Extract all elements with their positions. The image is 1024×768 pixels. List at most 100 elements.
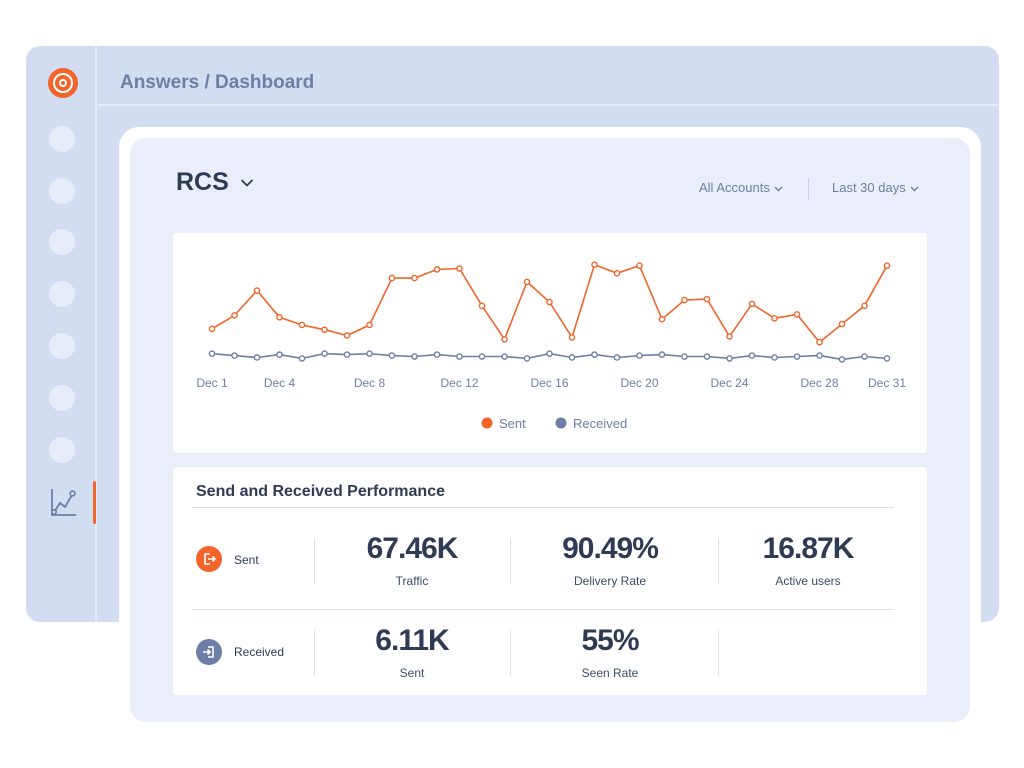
performance-panel	[173, 467, 927, 695]
data-point-sent[interactable]	[231, 312, 238, 319]
data-point-received[interactable]	[366, 350, 373, 357]
metric-traffic-value: 67.46K	[366, 532, 459, 565]
x-tick-label: Dec 12	[440, 376, 478, 390]
x-tick-label: Dec 24	[710, 376, 748, 390]
filter-divider	[808, 178, 809, 200]
data-point-sent[interactable]	[523, 278, 531, 286]
divider	[510, 538, 511, 584]
divider	[510, 630, 511, 676]
data-point-received[interactable]	[253, 354, 261, 361]
data-point-sent[interactable]	[433, 266, 441, 273]
legend-sent-label[interactable]: Sent	[499, 416, 526, 431]
data-point-sent[interactable]	[838, 320, 846, 328]
row-label-sent: Sent	[234, 553, 259, 567]
data-point-sent[interactable]	[253, 287, 261, 294]
metric-seen-rate-label: Seen Rate	[581, 666, 639, 680]
legend-received-label[interactable]: Received	[573, 416, 627, 431]
data-point-received[interactable]	[546, 350, 553, 357]
data-point-received[interactable]	[411, 353, 418, 360]
analytics-chart-icon[interactable]	[47, 486, 79, 518]
data-point-sent[interactable]	[298, 321, 306, 329]
data-point-received[interactable]	[343, 351, 351, 358]
chevron-down-icon[interactable]	[240, 178, 254, 188]
data-point-sent[interactable]	[388, 274, 396, 282]
data-point-sent[interactable]	[726, 333, 733, 340]
data-point-received[interactable]	[456, 353, 463, 360]
date-range-filter[interactable]: Last 30 days	[832, 180, 919, 195]
metric-active-users-label: Active users	[775, 574, 841, 588]
data-point-received[interactable]	[726, 355, 733, 362]
data-point-received[interactable]	[478, 353, 486, 360]
data-point-sent[interactable]	[636, 262, 643, 269]
chevron-down-icon	[774, 186, 783, 192]
data-point-received[interactable]	[748, 352, 756, 359]
data-point-received[interactable]	[433, 351, 441, 358]
page-title[interactable]: RCS	[176, 168, 229, 196]
app-logo[interactable]	[48, 68, 78, 98]
data-point-received[interactable]	[591, 351, 598, 358]
data-point-received[interactable]	[658, 351, 666, 358]
data-point-received[interactable]	[636, 352, 643, 359]
data-point-sent[interactable]	[613, 270, 621, 277]
data-point-received[interactable]	[321, 350, 328, 357]
data-point-sent[interactable]	[793, 311, 801, 318]
data-point-received[interactable]	[771, 354, 778, 361]
data-point-sent[interactable]	[366, 321, 373, 329]
data-point-received[interactable]	[793, 353, 801, 360]
breadcrumb: Answers / Dashboard	[120, 72, 315, 93]
sidebar-active-indicator	[93, 481, 96, 524]
data-point-received[interactable]	[276, 351, 283, 358]
sidebar-item-1[interactable]	[49, 126, 75, 152]
data-point-sent[interactable]	[703, 295, 711, 303]
data-point-sent[interactable]	[748, 300, 756, 308]
divider	[192, 507, 894, 508]
sidebar-item-3[interactable]	[49, 229, 75, 255]
data-point-received[interactable]	[816, 352, 823, 359]
data-point-received[interactable]	[681, 353, 688, 360]
sidebar-item-2[interactable]	[49, 178, 75, 204]
data-point-sent[interactable]	[343, 332, 351, 339]
divider	[314, 538, 315, 584]
data-point-sent[interactable]	[816, 338, 823, 346]
sidebar-item-6[interactable]	[49, 385, 75, 411]
data-point-sent[interactable]	[568, 334, 576, 341]
sidebar-item-7[interactable]	[49, 437, 75, 463]
metric-received-sent-label: Sent	[399, 666, 425, 680]
divider	[192, 609, 894, 610]
data-point-received[interactable]	[208, 350, 216, 357]
legend-sent-swatch	[481, 417, 493, 429]
data-point-received[interactable]	[501, 353, 508, 360]
data-point-sent[interactable]	[681, 296, 688, 304]
data-point-sent[interactable]	[771, 314, 778, 322]
legend-received-swatch	[555, 417, 567, 429]
data-point-sent[interactable]	[658, 315, 666, 323]
data-point-sent[interactable]	[478, 302, 486, 310]
data-point-sent[interactable]	[546, 298, 553, 306]
data-point-sent[interactable]	[883, 262, 891, 269]
data-point-received[interactable]	[523, 355, 531, 362]
data-point-sent[interactable]	[501, 336, 508, 343]
data-point-sent[interactable]	[276, 314, 283, 321]
data-point-sent[interactable]	[861, 302, 868, 310]
data-point-received[interactable]	[298, 355, 306, 362]
data-point-sent[interactable]	[456, 265, 463, 272]
data-point-received[interactable]	[568, 354, 576, 361]
data-point-sent[interactable]	[591, 261, 598, 268]
x-tick-label: Dec 4	[264, 376, 296, 390]
data-point-received[interactable]	[388, 352, 396, 359]
data-point-received[interactable]	[883, 355, 891, 362]
x-tick-label: Dec 8	[354, 376, 386, 390]
data-point-sent[interactable]	[411, 274, 418, 282]
data-point-received[interactable]	[703, 353, 711, 360]
data-point-sent[interactable]	[321, 326, 328, 334]
data-point-received[interactable]	[838, 356, 846, 363]
metric-traffic-label: Traffic	[395, 574, 429, 588]
sidebar-item-4[interactable]	[49, 281, 75, 307]
divider	[718, 538, 719, 584]
data-point-received[interactable]	[613, 354, 621, 361]
data-point-received[interactable]	[231, 352, 238, 359]
accounts-filter[interactable]: All Accounts	[699, 180, 783, 195]
data-point-received[interactable]	[861, 353, 868, 360]
sidebar-item-5[interactable]	[49, 333, 75, 359]
data-point-sent[interactable]	[208, 325, 216, 333]
